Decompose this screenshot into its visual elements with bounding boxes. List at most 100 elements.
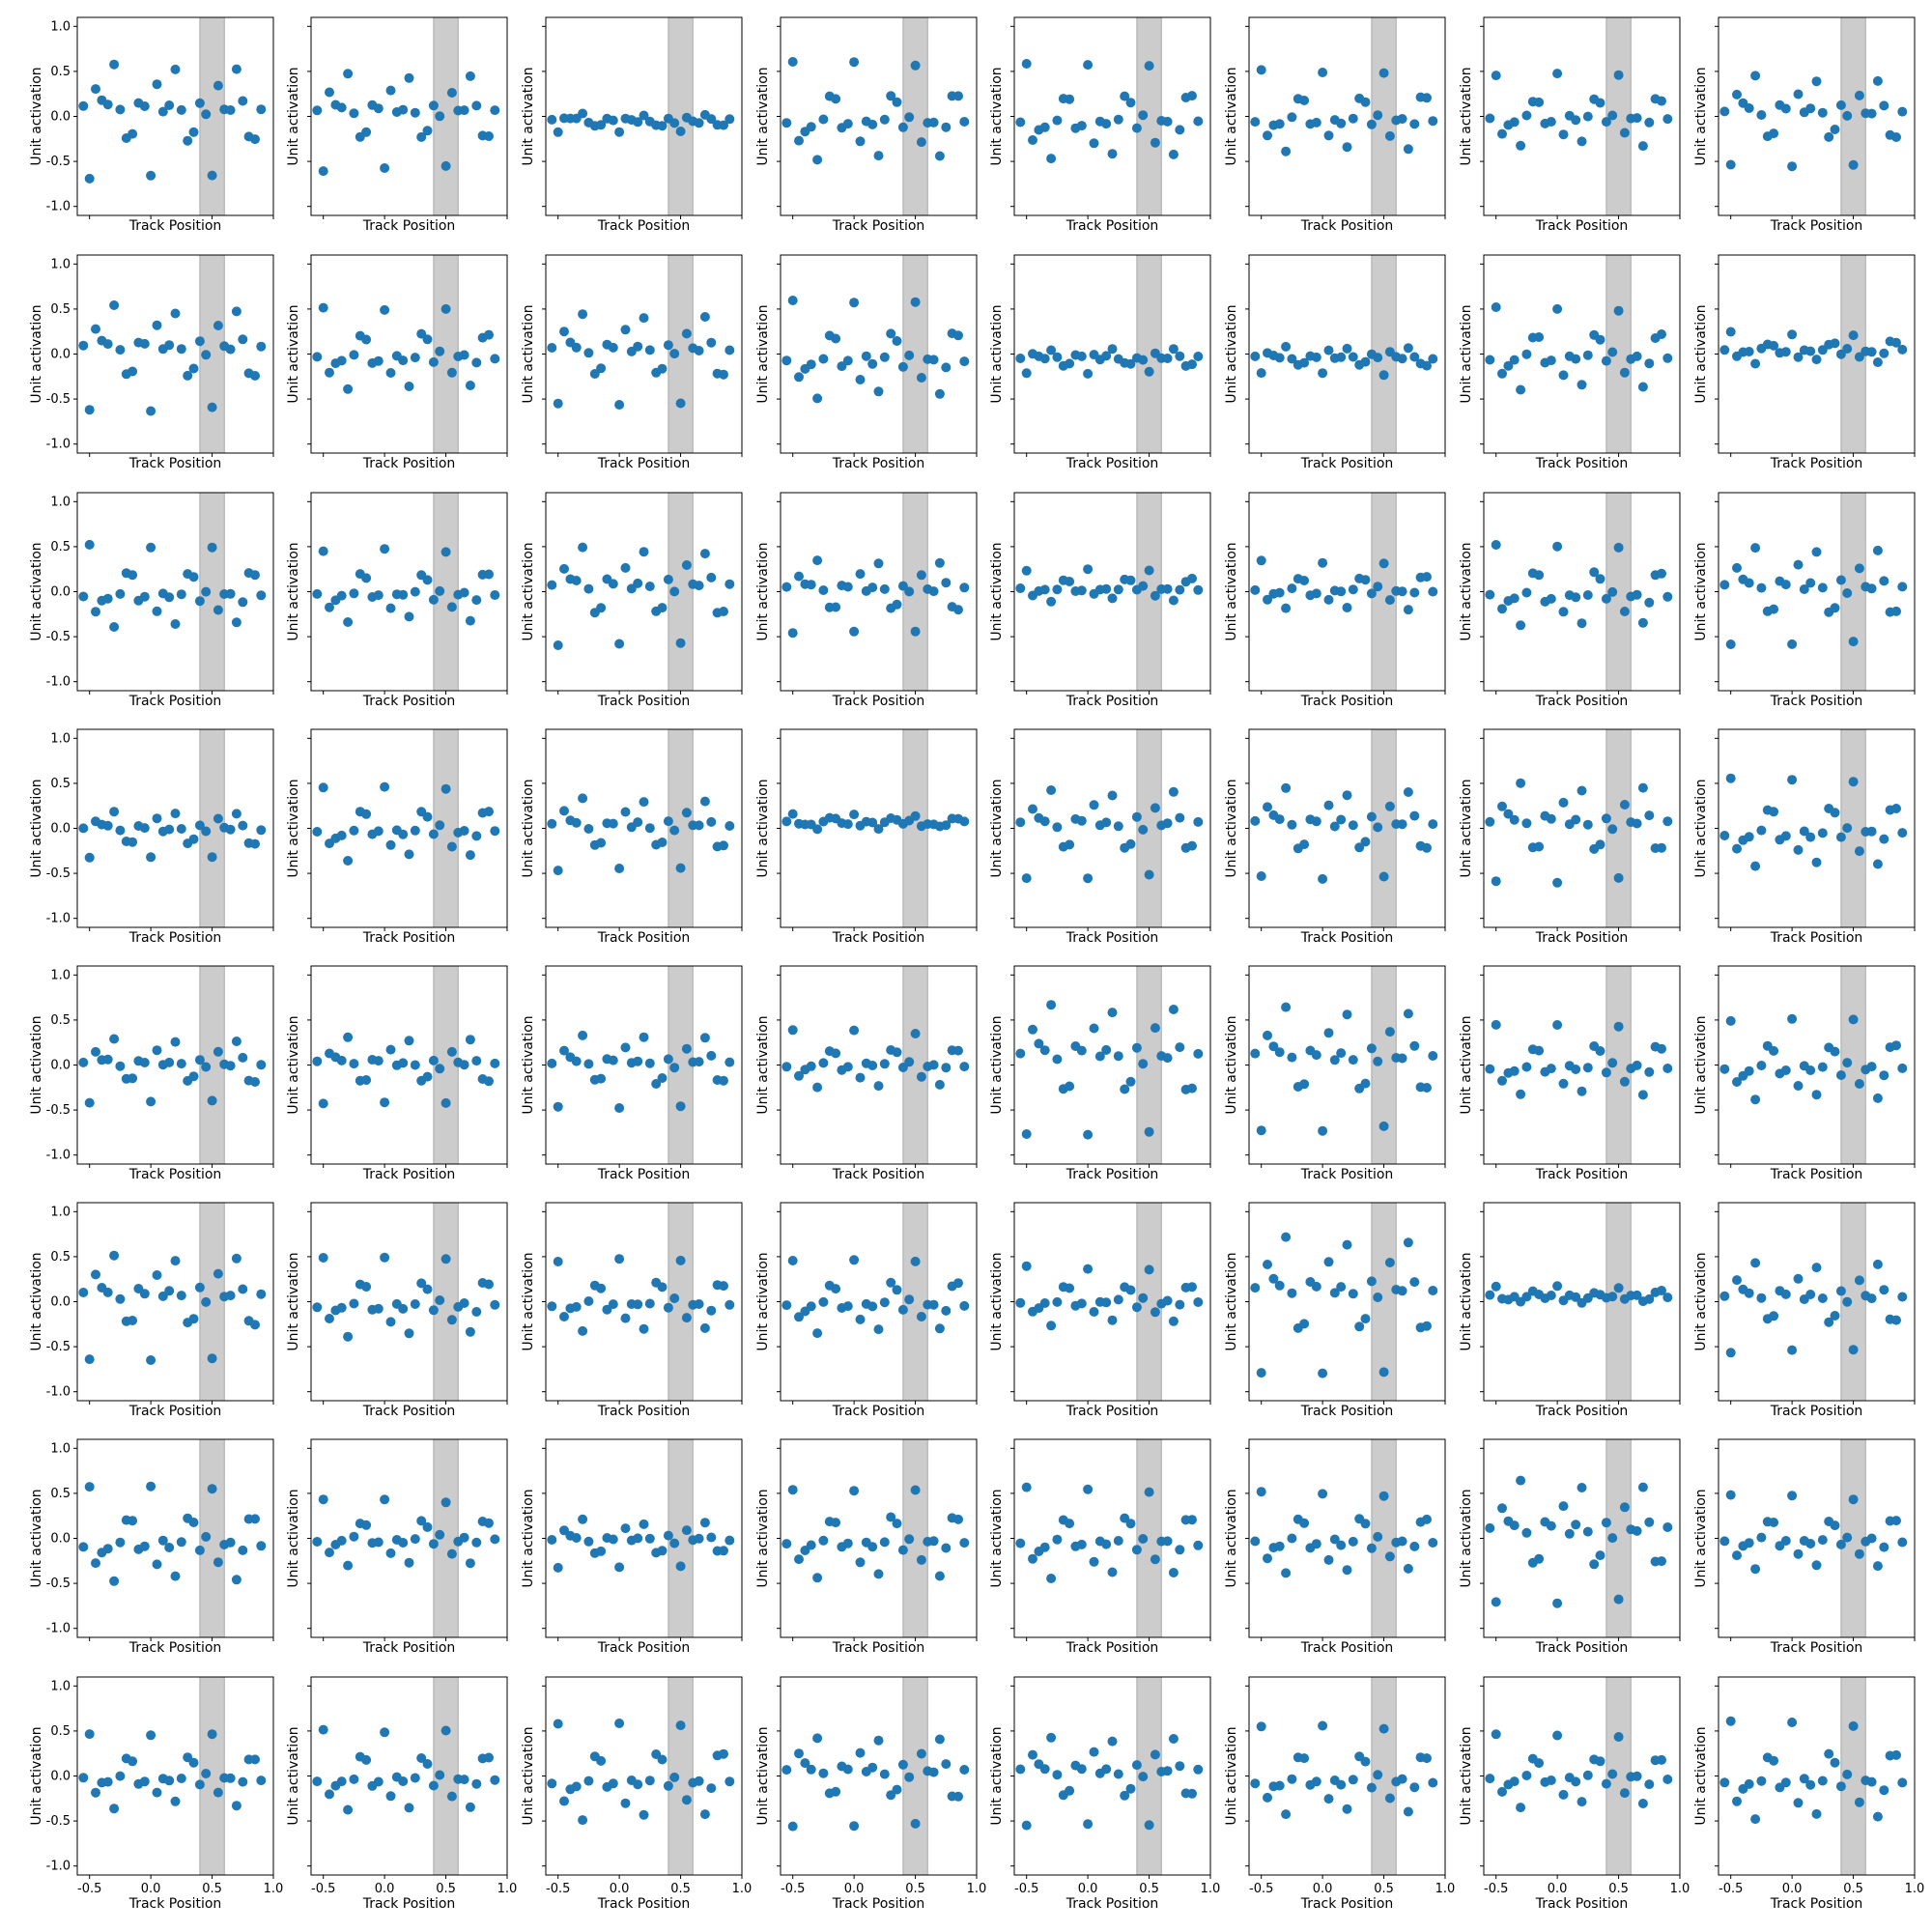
data-point: [1384, 130, 1395, 141]
data-point: [325, 367, 334, 378]
data-point: [941, 1543, 952, 1553]
data-point: [1046, 1000, 1057, 1010]
data-point: [1662, 353, 1673, 363]
data-point: [547, 114, 557, 125]
data-point: [1571, 814, 1581, 825]
data-point: [1039, 1542, 1050, 1552]
data-point: [1015, 583, 1026, 593]
data-point: [170, 64, 181, 74]
x-axis-label: Track Position: [1770, 1640, 1863, 1656]
x-axis-label: Track Position: [1535, 1640, 1629, 1656]
data-point: [1101, 1539, 1112, 1549]
data-point: [1403, 1009, 1413, 1019]
data-point: [170, 619, 181, 629]
data-point: [91, 1269, 100, 1280]
data-point: [256, 1289, 267, 1299]
data-point: [706, 1532, 717, 1543]
axes-frame: [1718, 965, 1916, 1165]
data-point: [873, 1324, 884, 1335]
data-point: [1083, 1264, 1094, 1274]
data-point: [1397, 114, 1407, 124]
data-point: [336, 102, 347, 113]
data-point: [1744, 1538, 1754, 1548]
data-point: [349, 1298, 359, 1309]
data-point: [1780, 1536, 1791, 1546]
data-point: [934, 1079, 945, 1090]
x-axis-label: Track Position: [362, 694, 456, 709]
data-point: [879, 114, 890, 125]
data-point: [91, 607, 100, 617]
data-point: [1637, 617, 1648, 628]
data-point: [188, 1314, 199, 1324]
data-point: [1830, 603, 1840, 613]
data-point: [84, 405, 95, 415]
data-point: [1083, 368, 1094, 379]
data-point: [1793, 559, 1804, 570]
data-point: [1021, 873, 1032, 884]
data-point: [837, 361, 847, 372]
data-point: [1268, 1041, 1279, 1052]
data-point: [152, 1270, 162, 1280]
data-point: [361, 1075, 372, 1085]
data-point: [1750, 358, 1761, 369]
data-point: [139, 823, 150, 834]
data-point: [194, 1545, 205, 1555]
x-axis-label: Track Position: [597, 1404, 691, 1419]
data-point: [1613, 305, 1624, 316]
x-axis-label: Track Position: [597, 1896, 691, 1912]
data-point: [1360, 837, 1371, 847]
data-point: [78, 100, 89, 111]
data-point: [465, 1802, 475, 1812]
x-axis-label: Track Position: [128, 1896, 222, 1912]
data-point: [818, 585, 829, 595]
y-axis-label: Unit activation: [286, 1489, 301, 1587]
data-point: [349, 1059, 359, 1069]
y-axis-label: Unit activation: [1693, 542, 1709, 640]
data-point: [1719, 1536, 1730, 1547]
data-point: [1657, 96, 1666, 106]
y-tick-label: -1.0: [46, 912, 71, 926]
data-point: [1281, 146, 1292, 156]
data-point: [78, 591, 89, 602]
data-point: [318, 546, 328, 556]
data-point: [681, 1525, 692, 1536]
data-point: [1162, 1053, 1173, 1064]
data-point: [1348, 1289, 1358, 1299]
data-point: [1601, 355, 1611, 366]
data-point: [1521, 1527, 1532, 1538]
data-point: [422, 1759, 433, 1769]
data-point: [213, 1046, 223, 1057]
data-point: [1657, 1754, 1666, 1765]
data-point: [806, 1061, 816, 1071]
data-point: [312, 1056, 323, 1066]
data-point: [1193, 1764, 1204, 1775]
y-tick-label: -1.0: [46, 1385, 71, 1400]
data-point: [1817, 1293, 1828, 1303]
data-point: [1336, 118, 1347, 128]
data-point: [1107, 593, 1118, 604]
data-point: [1384, 801, 1395, 811]
axes-frame: [545, 492, 743, 692]
data-point: [812, 393, 823, 404]
data-point: [428, 1539, 439, 1549]
data-point: [1756, 825, 1767, 836]
y-axis-label: Unit activation: [755, 542, 771, 640]
data-point: [849, 810, 860, 820]
data-point: [1162, 818, 1173, 829]
data-point: [440, 783, 451, 794]
data-point: [559, 1796, 569, 1806]
data-point: [1318, 1125, 1328, 1136]
data-point: [1571, 354, 1581, 364]
data-point: [719, 369, 728, 380]
data-point: [1403, 605, 1413, 615]
data-point: [484, 1752, 494, 1763]
data-point: [1750, 861, 1761, 871]
data-point: [1780, 103, 1791, 114]
data-point: [446, 1315, 457, 1325]
data-point: [1373, 110, 1383, 121]
data-point: [109, 59, 120, 70]
data-point: [1607, 1292, 1618, 1302]
data-point: [706, 1783, 717, 1794]
